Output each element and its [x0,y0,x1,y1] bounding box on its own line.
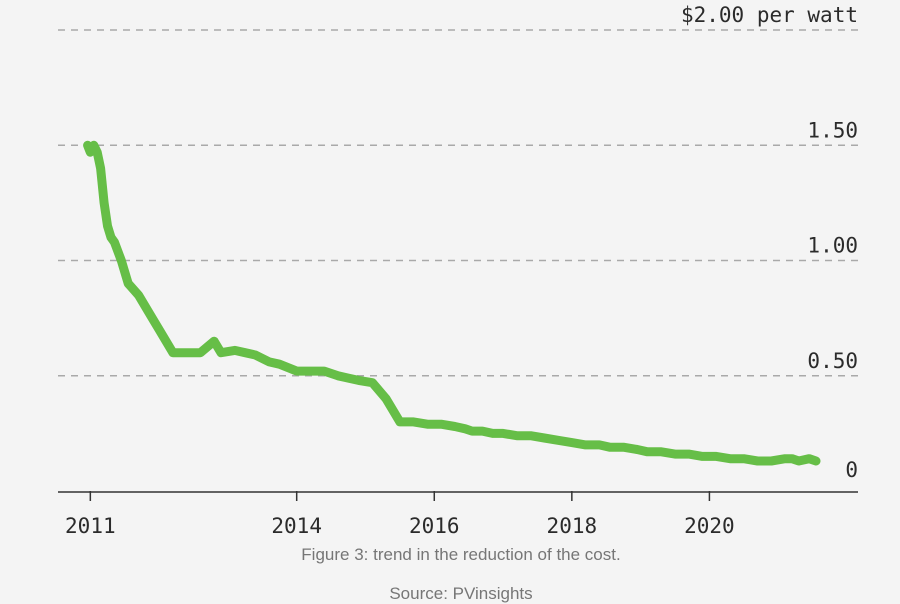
series-line-0 [83,140,821,466]
y-tick-label-2: 1.00 [807,234,858,258]
x-tick-label-3: 2018 [547,514,598,538]
y-tick-label-0: 0 [845,458,858,482]
x-tick-label-2: 2016 [409,514,460,538]
y-tick-label-3: 1.50 [807,118,858,142]
x-tick-label-1: 2014 [271,514,322,538]
figure-caption: Figure 3: trend in the reduction of the … [301,545,621,564]
x-tick-label-0: 2011 [65,514,116,538]
y-tick-label-1: 0.50 [807,349,858,373]
x-tick-label-4: 2020 [684,514,735,538]
y-axis-labels: 0 0.50 1.00 1.50 $2.00 per watt [681,3,858,482]
data-series [83,140,821,466]
gridlines [58,29,858,377]
x-axis-ticks: 2011 2014 2016 2018 2020 [65,491,735,538]
y-tick-label-4: $2.00 per watt [681,3,858,27]
source-note: Source: PVinsights [389,584,533,603]
